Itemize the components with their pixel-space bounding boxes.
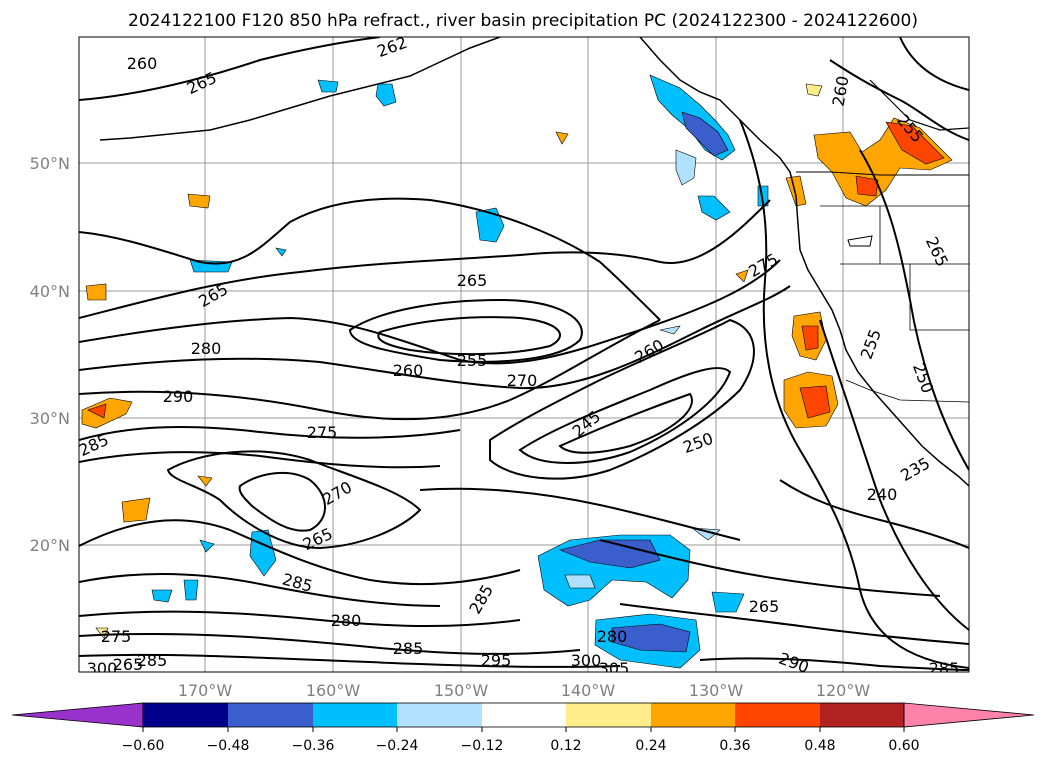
contour-label: 260 bbox=[393, 361, 424, 380]
colorbar-tick-label: 0.12 bbox=[550, 738, 581, 754]
lat-label-20n: 20°N bbox=[30, 536, 70, 555]
lon-label-170w: 170°W bbox=[178, 681, 233, 700]
colorbar: −0.60 −0.48 −0.36 −0.24 −0.12 0.12 0.24 … bbox=[11, 702, 1035, 754]
colorbar-segment bbox=[566, 703, 651, 727]
contour-label: 280 bbox=[331, 611, 362, 630]
contour-label: 280 bbox=[191, 339, 222, 358]
negative-pc-shading bbox=[151, 74, 769, 669]
colorbar-segment bbox=[397, 703, 482, 727]
contour-label: 260 bbox=[127, 54, 158, 73]
lat-label-50n: 50°N bbox=[30, 154, 70, 173]
contour-label: 275 bbox=[101, 627, 132, 646]
contour-label: 265 bbox=[113, 655, 144, 674]
colorbar-tick-label: 0.24 bbox=[635, 738, 666, 754]
refractivity-contours bbox=[79, 37, 969, 671]
colorbar-outline bbox=[142, 702, 905, 728]
contour-label: 285 bbox=[137, 651, 168, 670]
contour-label: 275 bbox=[307, 423, 338, 442]
contour-label: 290 bbox=[163, 387, 194, 406]
colorbar-segment bbox=[482, 703, 566, 727]
colorbar-tick-label: −0.48 bbox=[207, 738, 250, 754]
map-panel: 260 265 262 260 255 265 265 280 290 285 … bbox=[78, 36, 970, 678]
colorbar-tick-label: 0.60 bbox=[888, 738, 919, 754]
colorbar-segment bbox=[820, 703, 904, 727]
figure-title: 2024122100 F120 850 hPa refract., river … bbox=[128, 11, 918, 31]
colorbar-extend-high bbox=[903, 702, 1035, 728]
contour-label: 300 bbox=[87, 659, 118, 678]
lat-label-40n: 40°N bbox=[30, 282, 70, 301]
contour-label: 305 bbox=[599, 659, 630, 678]
contour-label: 285 bbox=[929, 659, 960, 678]
contour-label: 240 bbox=[867, 485, 898, 504]
longitude-labels: 170°W 160°W 150°W 140°W 130°W 120°W bbox=[178, 681, 871, 700]
colorbar-segment bbox=[228, 703, 313, 727]
colorbar-segment bbox=[143, 703, 228, 727]
contour-label: 300 bbox=[571, 651, 602, 670]
map-frame bbox=[78, 36, 970, 673]
colorbar-tick-label: 0.48 bbox=[804, 738, 835, 754]
colorbar-extend-low bbox=[11, 702, 144, 728]
colorbar-segment bbox=[651, 703, 735, 727]
latitude-labels: 50°N 40°N 30°N 20°N bbox=[30, 154, 70, 555]
contour-label: 295 bbox=[481, 651, 512, 670]
lon-label-160w: 160°W bbox=[306, 681, 361, 700]
contour-label: 280 bbox=[597, 627, 628, 646]
positive-pc-shading bbox=[81, 83, 953, 639]
colorbar-segment bbox=[313, 703, 397, 727]
colorbar-tick-label: −0.12 bbox=[461, 738, 504, 754]
colorbar-segment bbox=[735, 703, 820, 727]
contour-label: 265 bbox=[749, 597, 780, 616]
lon-label-150w: 150°W bbox=[434, 681, 489, 700]
contour-label: 265 bbox=[457, 271, 488, 290]
colorbar-ticks bbox=[142, 727, 905, 732]
lat-label-30n: 30°N bbox=[30, 409, 70, 428]
lon-label-120w: 120°W bbox=[816, 681, 871, 700]
colorbar-tick-label: −0.36 bbox=[292, 738, 335, 754]
contour-label: 270 bbox=[507, 371, 538, 390]
lon-label-130w: 130°W bbox=[689, 681, 744, 700]
colorbar-tick-label: −0.60 bbox=[122, 738, 165, 754]
coastlines bbox=[99, 37, 969, 487]
colorbar-tick-label: 0.36 bbox=[719, 738, 750, 754]
lon-label-140w: 140°W bbox=[561, 681, 616, 700]
colorbar-tick-labels: −0.60 −0.48 −0.36 −0.24 −0.12 0.12 0.24 … bbox=[122, 738, 920, 754]
contour-label: 285 bbox=[393, 639, 424, 658]
colorbar-tick-label: −0.24 bbox=[376, 738, 419, 754]
contour-label: 255 bbox=[457, 351, 488, 370]
